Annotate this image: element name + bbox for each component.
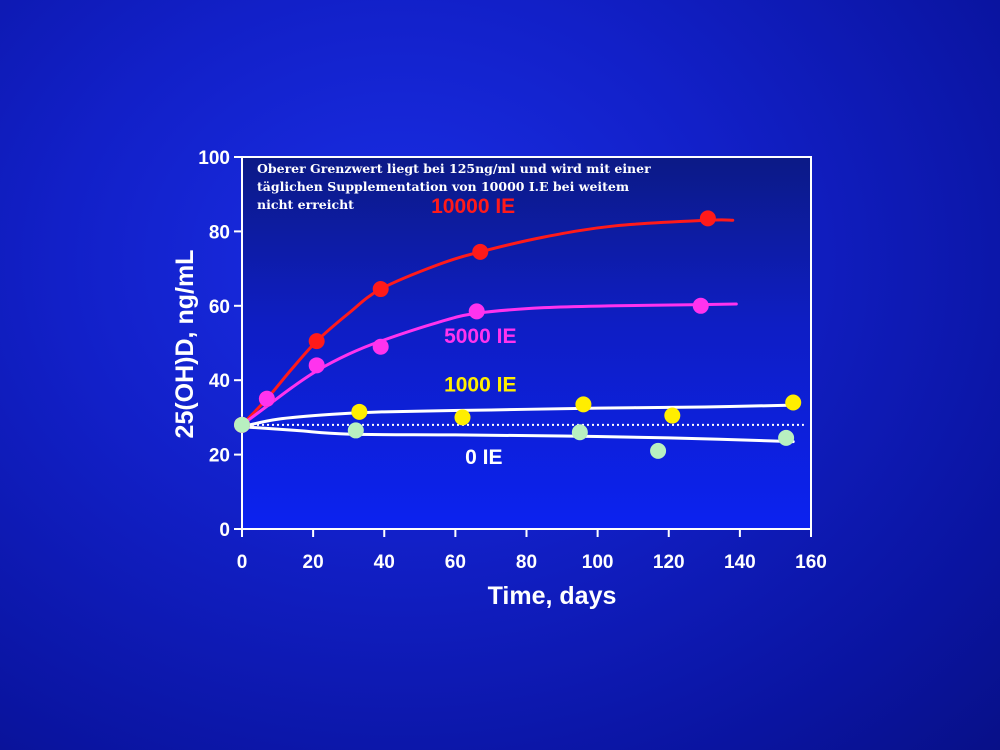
data-point-0-ie	[234, 416, 250, 433]
x-tick-label: 160	[795, 552, 827, 573]
series-label-10000-ie: 10000 IE	[431, 195, 515, 218]
data-point-0-ie	[650, 442, 667, 459]
data-point-10000-ie	[699, 210, 716, 227]
x-tick-label: 140	[724, 552, 756, 573]
y-tick-label: 100	[198, 148, 230, 169]
series-line-10000-ie	[240, 218, 735, 427]
y-tick-label: 80	[209, 222, 230, 243]
data-point-5000-ie	[372, 338, 389, 355]
data-point-5000-ie	[258, 390, 275, 407]
data-point-1000-ie	[454, 409, 471, 426]
series-label-1000-ie: 1000 IE	[444, 373, 516, 396]
series-lines	[240, 218, 804, 444]
plot-frame	[241, 156, 812, 530]
plot-background	[242, 157, 811, 529]
annotation-line-1: Oberer Grenzwert liegt bei 125ng/ml und …	[257, 161, 651, 176]
y-tick-label: 40	[209, 371, 230, 392]
data-point-0-ie	[347, 422, 364, 439]
annotation-line-2: täglichen Supplementation von 10000 I.E …	[257, 179, 629, 194]
data-point-5000-ie	[308, 357, 325, 374]
data-point-10000-ie	[372, 281, 389, 298]
x-tick-label: 20	[303, 552, 324, 573]
data-point-10000-ie	[308, 333, 325, 350]
y-tick-label: 20	[209, 446, 230, 467]
series-line-1000-ie	[240, 403, 795, 429]
annotation-line-3: nicht erreicht	[257, 197, 354, 212]
x-tick-label: 0	[237, 552, 248, 573]
data-point-1000-ie	[575, 396, 592, 413]
data-point-1000-ie	[785, 394, 802, 411]
data-point-5000-ie	[468, 303, 485, 320]
data-point-1000-ie	[664, 407, 681, 424]
series-label-0-ie: 0 IE	[465, 446, 502, 469]
data-point-10000-ie	[472, 243, 489, 260]
y-axis-title: 25(OH)D, ng/mL	[171, 250, 199, 439]
x-tick-label: 40	[374, 552, 395, 573]
series-line-5000-ie	[240, 302, 738, 427]
data-point-0-ie	[778, 429, 795, 446]
x-tick-label: 100	[582, 552, 614, 573]
x-tick-label: 60	[445, 552, 466, 573]
x-tick-label: 120	[653, 552, 685, 573]
tick-layer: 0 20 40 60 80 100 0 20 40 60 80 100 120 140 160	[198, 148, 827, 573]
series-labels: 10000 IE 5000 IE 1000 IE 0 IE	[431, 195, 516, 469]
x-axis-title: Time, days	[488, 582, 617, 610]
series-line-0-ie	[240, 425, 795, 444]
data-point-1000-ie	[351, 403, 368, 420]
y-tick-label: 60	[209, 297, 230, 318]
data-point-5000-ie	[692, 297, 709, 314]
x-tick-label: 80	[516, 552, 537, 573]
series-points	[234, 210, 802, 459]
data-point-0-ie	[571, 424, 588, 441]
y-tick-label: 0	[219, 520, 230, 541]
series-label-5000-ie: 5000 IE	[444, 325, 516, 348]
